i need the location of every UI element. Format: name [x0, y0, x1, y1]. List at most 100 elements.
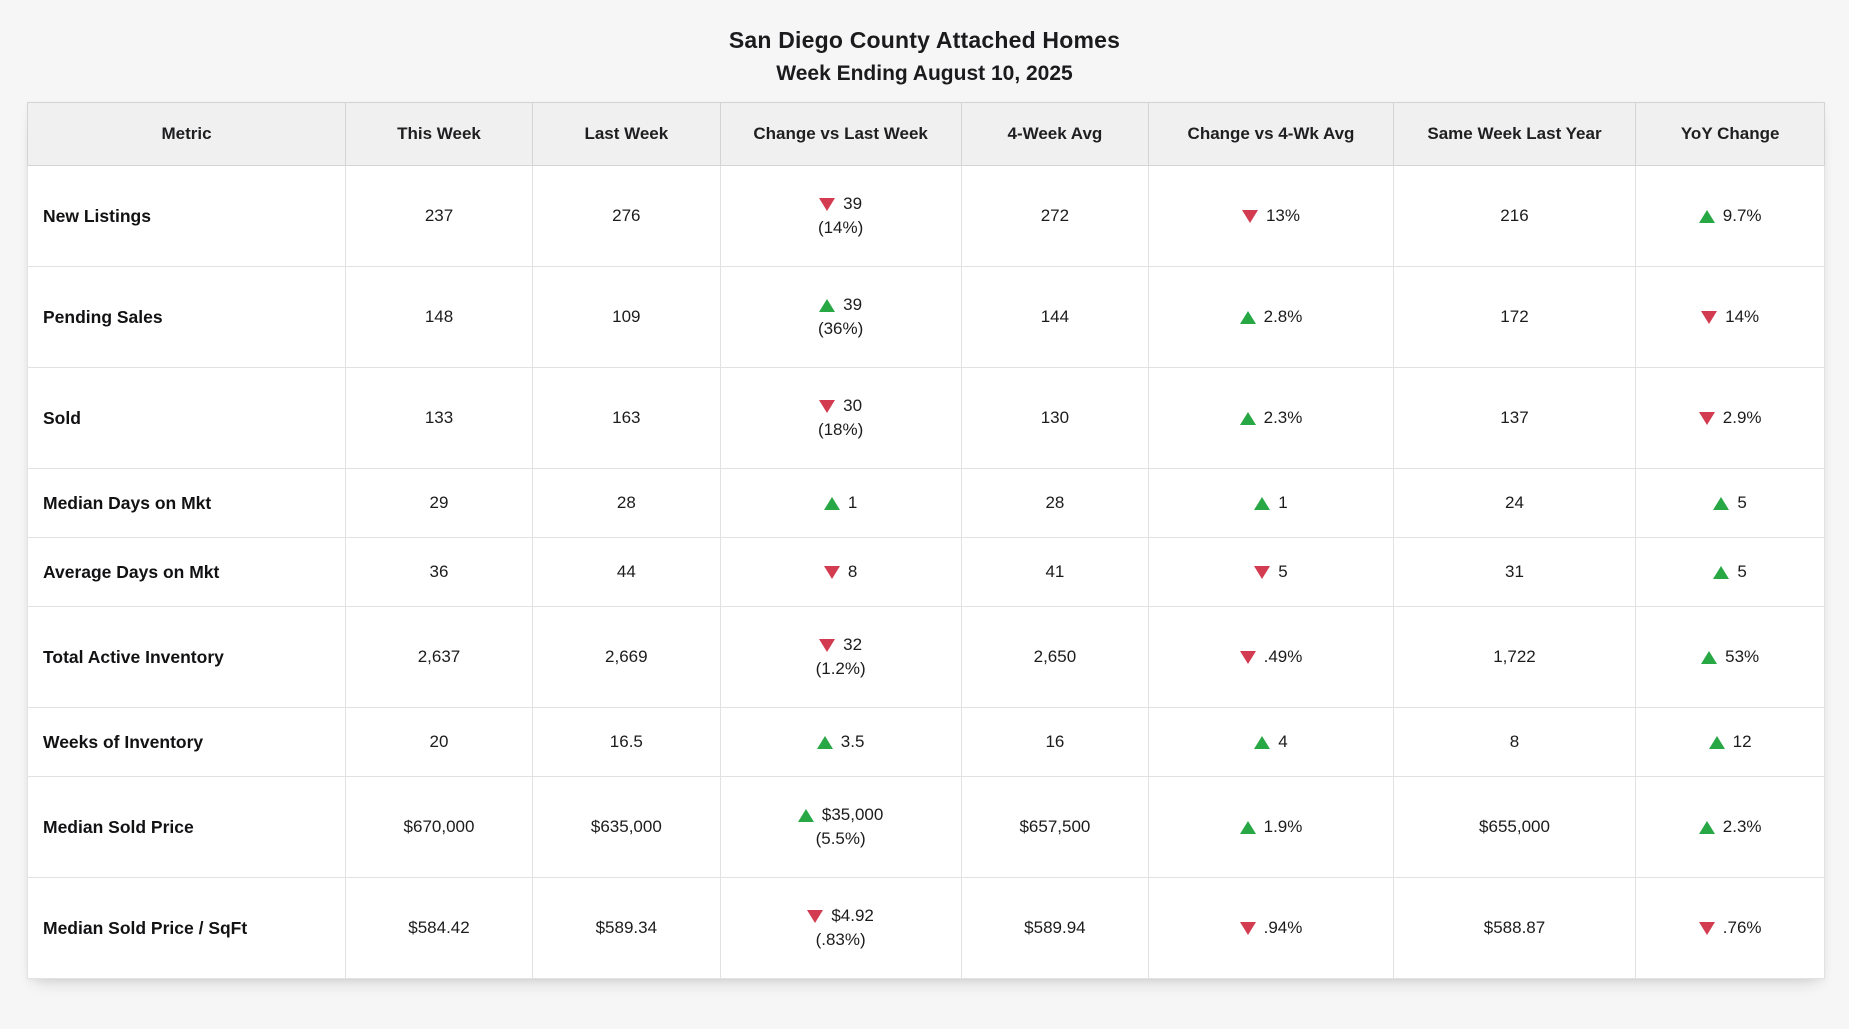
value-cell: 172	[1392, 266, 1637, 368]
triangle-up-icon	[1254, 496, 1271, 510]
change-amount: 2.9%	[1722, 408, 1762, 427]
change-value: .94%	[1149, 918, 1392, 938]
change-value: 30 (18%)	[721, 396, 961, 440]
value-cell: 144	[960, 266, 1150, 368]
triangle-down-icon	[1239, 921, 1256, 935]
table-body: New Listings 237 276 39 (14%) 272 13% 216 9.7% Pe…	[26, 165, 1825, 979]
change-line: 30	[819, 396, 862, 416]
triangle-up-icon	[1713, 565, 1730, 579]
change-line: 14%	[1701, 307, 1759, 327]
value-cell: 133	[345, 367, 533, 469]
change-amount: 8	[847, 562, 858, 581]
triangle-down-icon	[819, 399, 836, 413]
change-amount: 53%	[1725, 647, 1760, 666]
value-cell: 16.5	[531, 707, 721, 777]
metric-cell: Total Active Inventory	[26, 606, 347, 708]
table-row: New Listings 237 276 39 (14%) 272 13% 216 9.7%	[26, 165, 1825, 267]
change-line: 2.8%	[1239, 307, 1302, 327]
change-cell: 14%	[1635, 266, 1825, 368]
change-cell: 39 (14%)	[719, 165, 962, 267]
triangle-up-icon	[823, 496, 840, 510]
value-cell: 36	[345, 537, 533, 607]
change-cell: 5	[1148, 537, 1394, 607]
value-cell: 2,650	[960, 606, 1150, 708]
change-value: 4	[1149, 732, 1392, 752]
change-cell: 4	[1148, 707, 1394, 777]
change-line: 2.3%	[1698, 817, 1762, 837]
triangle-up-icon	[1698, 209, 1715, 223]
change-amount: 1.9%	[1263, 817, 1303, 836]
change-amount: $4.92	[831, 906, 874, 925]
triangle-up-icon	[1239, 820, 1256, 834]
change-line: 8	[823, 562, 858, 582]
value-cell: 28	[531, 468, 721, 538]
change-line: .76%	[1698, 918, 1762, 938]
triangle-up-icon	[816, 735, 833, 749]
column-header: Change vs Last Week	[719, 102, 962, 166]
change-cell: 5	[1635, 537, 1825, 607]
change-percent: (1.2%)	[815, 659, 866, 678]
table-row: Total Active Inventory 2,637 2,669 32 (1.2%)…	[26, 606, 1825, 708]
triangle-down-icon	[819, 638, 836, 652]
change-line: 5	[1713, 493, 1747, 513]
triangle-down-icon	[1698, 411, 1715, 425]
value-cell: 2,669	[531, 606, 721, 708]
metric-cell: Pending Sales	[26, 266, 347, 368]
change-amount: 32	[843, 635, 863, 654]
change-value: 13%	[1149, 206, 1392, 226]
triangle-up-icon	[1239, 411, 1256, 425]
table-header: Metric This Week Last Week Change vs Last W…	[26, 102, 1825, 166]
stats-table: Metric This Week Last Week Change vs Last W…	[26, 102, 1825, 979]
change-cell: 3.5	[719, 707, 962, 777]
change-line: 39	[819, 295, 862, 315]
triangle-down-icon	[1239, 650, 1256, 664]
triangle-down-icon	[823, 565, 840, 579]
change-amount: 9.7%	[1722, 206, 1762, 225]
change-cell: 13%	[1148, 165, 1394, 267]
change-amount: $35,000	[821, 805, 884, 824]
change-value: 39 (14%)	[721, 194, 961, 238]
change-value: 2.3%	[1636, 817, 1824, 837]
value-cell: 8	[1392, 707, 1637, 777]
change-amount: .76%	[1722, 918, 1762, 937]
value-cell: $657,500	[960, 776, 1150, 878]
metric-cell: Sold	[26, 367, 347, 469]
metric-cell: Median Sold Price / SqFt	[26, 877, 347, 979]
value-cell: 130	[960, 367, 1150, 469]
change-cell: 39 (36%)	[719, 266, 962, 368]
change-percent: (14%)	[817, 218, 864, 237]
change-amount: 1	[847, 493, 858, 512]
table-header-row: Metric This Week Last Week Change vs Last W…	[26, 102, 1825, 166]
change-value: 5	[1149, 562, 1392, 582]
change-cell: .49%	[1148, 606, 1394, 708]
value-cell: 31	[1392, 537, 1637, 607]
change-cell: 1	[719, 468, 962, 538]
change-value: 2.9%	[1636, 408, 1824, 428]
change-cell: $35,000 (5.5%)	[719, 776, 962, 878]
table-row: Median Sold Price $670,000 $635,000 $35,000…	[26, 776, 1825, 878]
value-cell: 237	[345, 165, 533, 267]
page-subtitle: Week Ending August 10, 2025	[776, 62, 1073, 85]
change-amount: 39	[843, 295, 863, 314]
metric-cell: Median Days on Mkt	[26, 468, 347, 538]
column-header: This Week	[345, 102, 533, 166]
value-cell: $670,000	[345, 776, 533, 878]
change-value: $4.92 (.83%)	[721, 906, 961, 950]
triangle-up-icon	[1708, 735, 1725, 749]
change-value: .76%	[1636, 918, 1824, 938]
value-cell: 163	[531, 367, 721, 469]
change-amount: 5	[1278, 562, 1288, 581]
change-line: 5	[1713, 562, 1747, 582]
change-amount: 12	[1732, 732, 1752, 751]
change-cell: 2.8%	[1148, 266, 1394, 368]
change-value: 8	[721, 562, 961, 582]
triangle-up-icon	[819, 298, 836, 312]
table-row: Pending Sales 148 109 39 (36%) 144 2.8% 172 14%	[26, 266, 1825, 368]
change-line: 13%	[1241, 206, 1300, 226]
column-header: Change vs 4-Wk Avg	[1148, 102, 1394, 166]
change-line: .94%	[1239, 918, 1302, 938]
table-row: Sold 133 163 30 (18%) 130 2.3% 137 2.9%	[26, 367, 1825, 469]
triangle-up-icon	[1254, 735, 1271, 749]
change-cell: 2.9%	[1635, 367, 1825, 469]
change-cell: 1.9%	[1148, 776, 1394, 878]
